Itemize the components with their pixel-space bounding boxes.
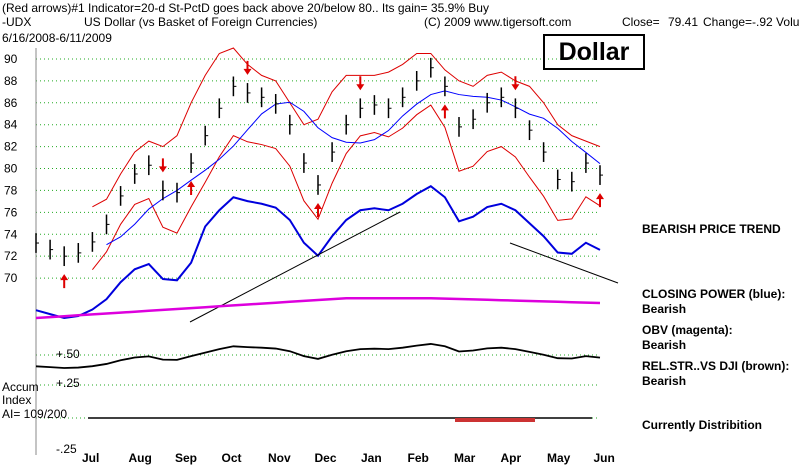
lower-band-line (92, 104, 601, 270)
accum-tick-plus25: +.25 (56, 376, 80, 390)
header-date-range: 6/16/2008-6/11/2009 (2, 31, 112, 45)
y-axis-tick-labels: 70 72 74 76 78 80 82 84 86 88 90 (4, 52, 18, 285)
x-tick-feb: Feb (408, 451, 429, 465)
obv-value: Bearish (642, 338, 687, 352)
y-tick-90: 90 (4, 52, 18, 66)
x-tick-apr: Apr (501, 451, 522, 465)
header-close-value: 79.41 (668, 15, 699, 29)
moving-average-line (106, 90, 601, 246)
y-tick-74: 74 (4, 227, 18, 241)
y-tick-82: 82 (4, 140, 18, 154)
accum-tick-plus50: +.50 (56, 347, 80, 361)
accum-tick-minus25: -.25 (56, 442, 77, 456)
y-tick-78: 78 (4, 183, 18, 197)
y-tick-70: 70 (4, 271, 18, 285)
x-tick-mar: Mar (454, 451, 476, 465)
accum-label: Accum (2, 380, 39, 394)
relstr-value: Bearish (642, 374, 687, 388)
y-tick-86: 86 (4, 96, 18, 110)
obv-line (35, 296, 601, 320)
closing-power-label: CLOSING POWER (blue): (642, 287, 786, 301)
buy-arrow (60, 274, 69, 289)
closing-power-value: Bearish (642, 302, 687, 316)
obv-label: OBV (magenta): (642, 323, 733, 337)
relstr-label: REL.STR..VS DJI (brown): (642, 359, 790, 373)
chart-series (35, 47, 619, 422)
sell-arrow (511, 76, 520, 91)
y-tick-72: 72 (4, 249, 18, 263)
distribution-status: Currently Distribition (642, 418, 763, 432)
uptrend-line (189, 211, 401, 323)
downtrend-line (509, 242, 619, 284)
header-indicator-text: (Red arrows)#1 Indicator=20-d St-PctD go… (2, 1, 489, 15)
buy-arrow (440, 104, 449, 119)
x-tick-sep: Sep (175, 451, 197, 465)
header-change: Change=-.92 Volume (703, 15, 800, 29)
x-tick-oct: Oct (222, 451, 242, 465)
x-tick-jul: Jul (82, 451, 99, 465)
header-copyright: (C) 2009 www.tigersoft.com (424, 15, 572, 29)
relstr-line (35, 343, 601, 369)
buy-arrow (187, 181, 196, 196)
y-tick-88: 88 (4, 74, 18, 88)
x-tick-jun: Jun (594, 451, 615, 465)
sell-arrow (158, 158, 167, 173)
x-tick-dec: Dec (315, 451, 337, 465)
sell-arrow (356, 76, 365, 91)
accum-negative-area (455, 418, 535, 422)
y-tick-84: 84 (4, 118, 18, 132)
x-tick-jan: Jan (361, 451, 382, 465)
y-tick-76: 76 (4, 205, 18, 219)
x-tick-nov: Nov (268, 451, 291, 465)
closing-power-line (35, 185, 601, 320)
buy-arrow (596, 193, 604, 208)
accum-index-value: AI= 109/200 (2, 407, 68, 421)
x-tick-may: May (547, 451, 571, 465)
trend-label: BEARISH PRICE TREND (642, 222, 781, 236)
header-instrument-name: US Dollar (vs Basket of Foreign Currenci… (84, 15, 318, 29)
header-ticker: -UDX (2, 15, 32, 29)
x-axis-tick-labels: Jul Aug Sep Oct Nov Dec Jan Feb Mar Apr May Jun (82, 451, 615, 465)
y-tick-80: 80 (4, 162, 18, 176)
chart-title-box: Dollar (543, 34, 645, 70)
buy-arrow (314, 202, 322, 217)
signal-arrows (60, 60, 604, 289)
x-tick-aug: Aug (129, 451, 152, 465)
accum-index-label: Index (2, 393, 32, 407)
header-close-label: Close= (622, 15, 660, 29)
sell-arrow (243, 60, 252, 75)
